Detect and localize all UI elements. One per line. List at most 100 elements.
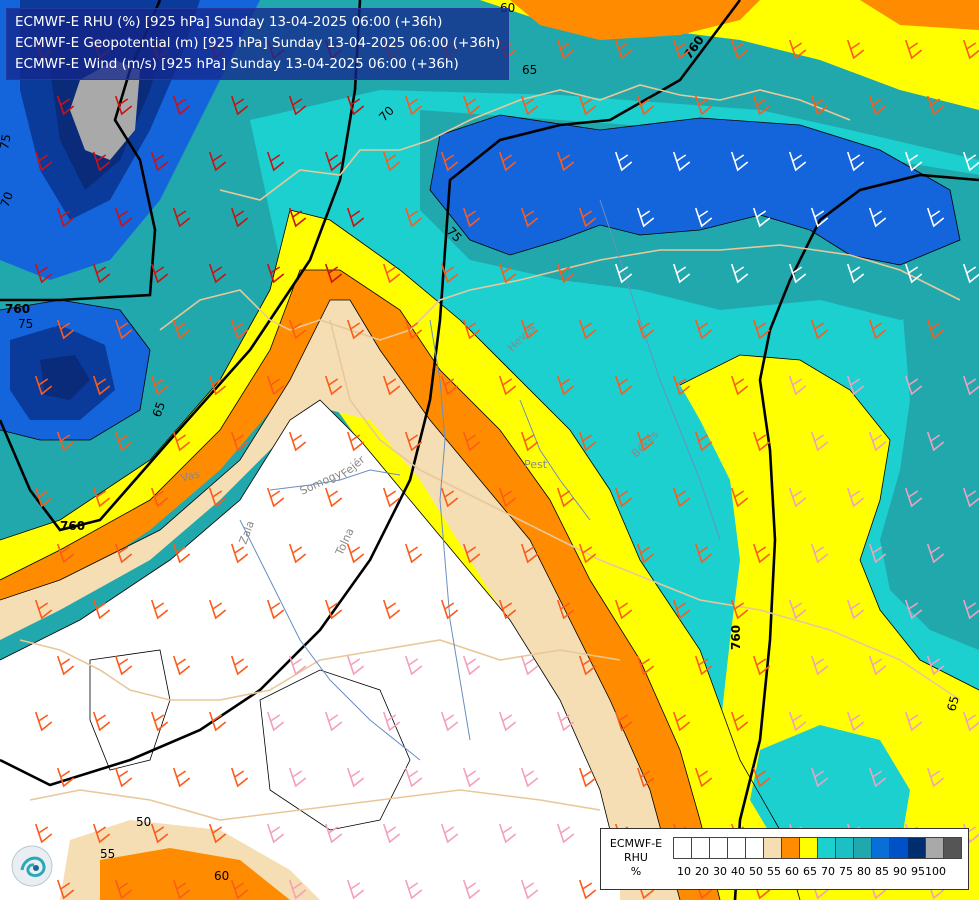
wind-barb-icon: [462, 319, 481, 340]
legend-swatch: [763, 837, 782, 859]
wind-barb-icon: [92, 263, 111, 284]
wind-barb-icon: [730, 151, 749, 172]
wind-barb-icon: [92, 375, 111, 396]
svg-text:760: 760: [729, 625, 743, 650]
wind-barb-icon: [404, 319, 423, 340]
wind-barb-icon: [346, 543, 365, 564]
wind-barb-icon: [520, 767, 539, 788]
svg-text:65: 65: [944, 694, 961, 712]
wind-barb-icon: [346, 207, 365, 228]
wind-barb-icon: [614, 599, 633, 620]
wind-barb-icon: [498, 599, 517, 620]
wind-barb-icon: [752, 319, 771, 340]
wind-barb-icon: [230, 879, 249, 900]
title-geopotential: ECMWF-E Geopotential (m) [925 hPa] Sunda…: [15, 35, 501, 51]
wind-barb-icon: [868, 767, 887, 788]
wind-barb-icon: [578, 95, 597, 116]
wind-barb-icon: [846, 711, 865, 732]
wind-barb-icon: [92, 711, 111, 732]
wind-barb-icon: [92, 823, 111, 844]
wind-barb-icon: [752, 655, 771, 676]
wind-barb-icon: [498, 823, 517, 844]
legend-tick: 75: [839, 865, 853, 878]
legend-tick: 40: [731, 865, 745, 878]
wind-barb-icon: [404, 95, 423, 116]
wind-barb-icon: [904, 711, 923, 732]
wind-barb-icon: [172, 879, 191, 900]
legend-tick: 30: [713, 865, 727, 878]
wind-barb-icon: [56, 431, 75, 452]
wind-barb-icon: [846, 263, 865, 284]
wind-barb-icon: [810, 319, 829, 340]
wind-barb-icon: [498, 711, 517, 732]
wind-barb-icon: [346, 767, 365, 788]
wind-barb-icon: [288, 879, 307, 900]
field-orange-north: [510, 0, 760, 40]
wind-barb-icon: [614, 39, 633, 60]
wind-barb-icon: [788, 151, 807, 172]
wind-barb-icon: [614, 151, 633, 172]
svg-text:Pest: Pest: [524, 458, 548, 471]
country-borders: [19, 84, 961, 821]
wind-barb-icon: [440, 375, 459, 396]
wind-barb-icon: [208, 599, 227, 620]
wind-barb-icon: [172, 543, 191, 564]
wind-barb-icon: [288, 767, 307, 788]
legend-tick: 50: [749, 865, 763, 878]
wind-barb-icon: [114, 319, 133, 340]
wind-barb-icon: [324, 711, 343, 732]
svg-text:55: 55: [100, 847, 115, 861]
wind-barb-icon: [672, 151, 691, 172]
wind-barb-icon: [730, 711, 749, 732]
field-orange-south: [100, 848, 290, 900]
wind-barb-icon: [498, 487, 517, 508]
legend-tick: 90: [893, 865, 907, 878]
legend-tick: 85: [875, 865, 889, 878]
legend-tick: 80: [857, 865, 871, 878]
wind-barb-icon: [868, 543, 887, 564]
wind-barb-icon: [578, 655, 597, 676]
wind-barb-icon: [694, 207, 713, 228]
wind-barb-icon: [114, 543, 133, 564]
wind-barb-icon: [92, 487, 111, 508]
svg-text:760: 760: [60, 519, 85, 533]
wind-barb-icon: [752, 95, 771, 116]
wind-barb-icon: [498, 151, 517, 172]
wind-barb-icon: [694, 543, 713, 564]
wind-barb-icon: [382, 375, 401, 396]
svg-text:760: 760: [5, 302, 30, 316]
wind-barb-icon: [324, 151, 343, 172]
legend-tick: 100: [925, 865, 946, 878]
rhu-legend: ECMWF-E RHU % 10 20 30 40 50 55 60 65 70 75 80 85 90…: [600, 828, 969, 890]
wind-barb-icon: [382, 599, 401, 620]
wind-barb-icon: [324, 487, 343, 508]
wind-barb-icon: [324, 599, 343, 620]
wind-barb-icon: [962, 711, 979, 732]
wind-barb-icon: [672, 487, 691, 508]
legend-label: ECMWF-E RHU %: [605, 837, 667, 879]
wind-barb-icon: [556, 151, 575, 172]
wind-barb-icon: [462, 543, 481, 564]
legend-swatch: [889, 837, 908, 859]
wind-barb-icon: [788, 39, 807, 60]
wind-barb-icon: [926, 655, 945, 676]
wind-barb-icon: [556, 599, 575, 620]
wind-barb-icon: [672, 39, 691, 60]
wind-barb-icon: [962, 375, 979, 396]
wind-barb-icon: [694, 767, 713, 788]
wind-barb-icon: [926, 207, 945, 228]
wind-barb-icon: [382, 711, 401, 732]
wind-barb-icon: [788, 487, 807, 508]
wind-barbs: [34, 39, 979, 900]
wind-barb-icon: [730, 599, 749, 620]
wind-barb-icon: [34, 151, 53, 172]
legend-swatch: [709, 837, 728, 859]
wind-barb-icon: [752, 543, 771, 564]
wind-barb-icon: [114, 207, 133, 228]
legend-label-var: RHU: [624, 851, 648, 864]
wind-barb-icon: [672, 263, 691, 284]
wind-barb-icon: [346, 95, 365, 116]
wind-barb-icon: [346, 655, 365, 676]
wind-barb-icon: [382, 487, 401, 508]
legend-ticks: 10 20 30 40 50 55 60 65 70 75 80 85 90 95 100: [673, 865, 946, 878]
